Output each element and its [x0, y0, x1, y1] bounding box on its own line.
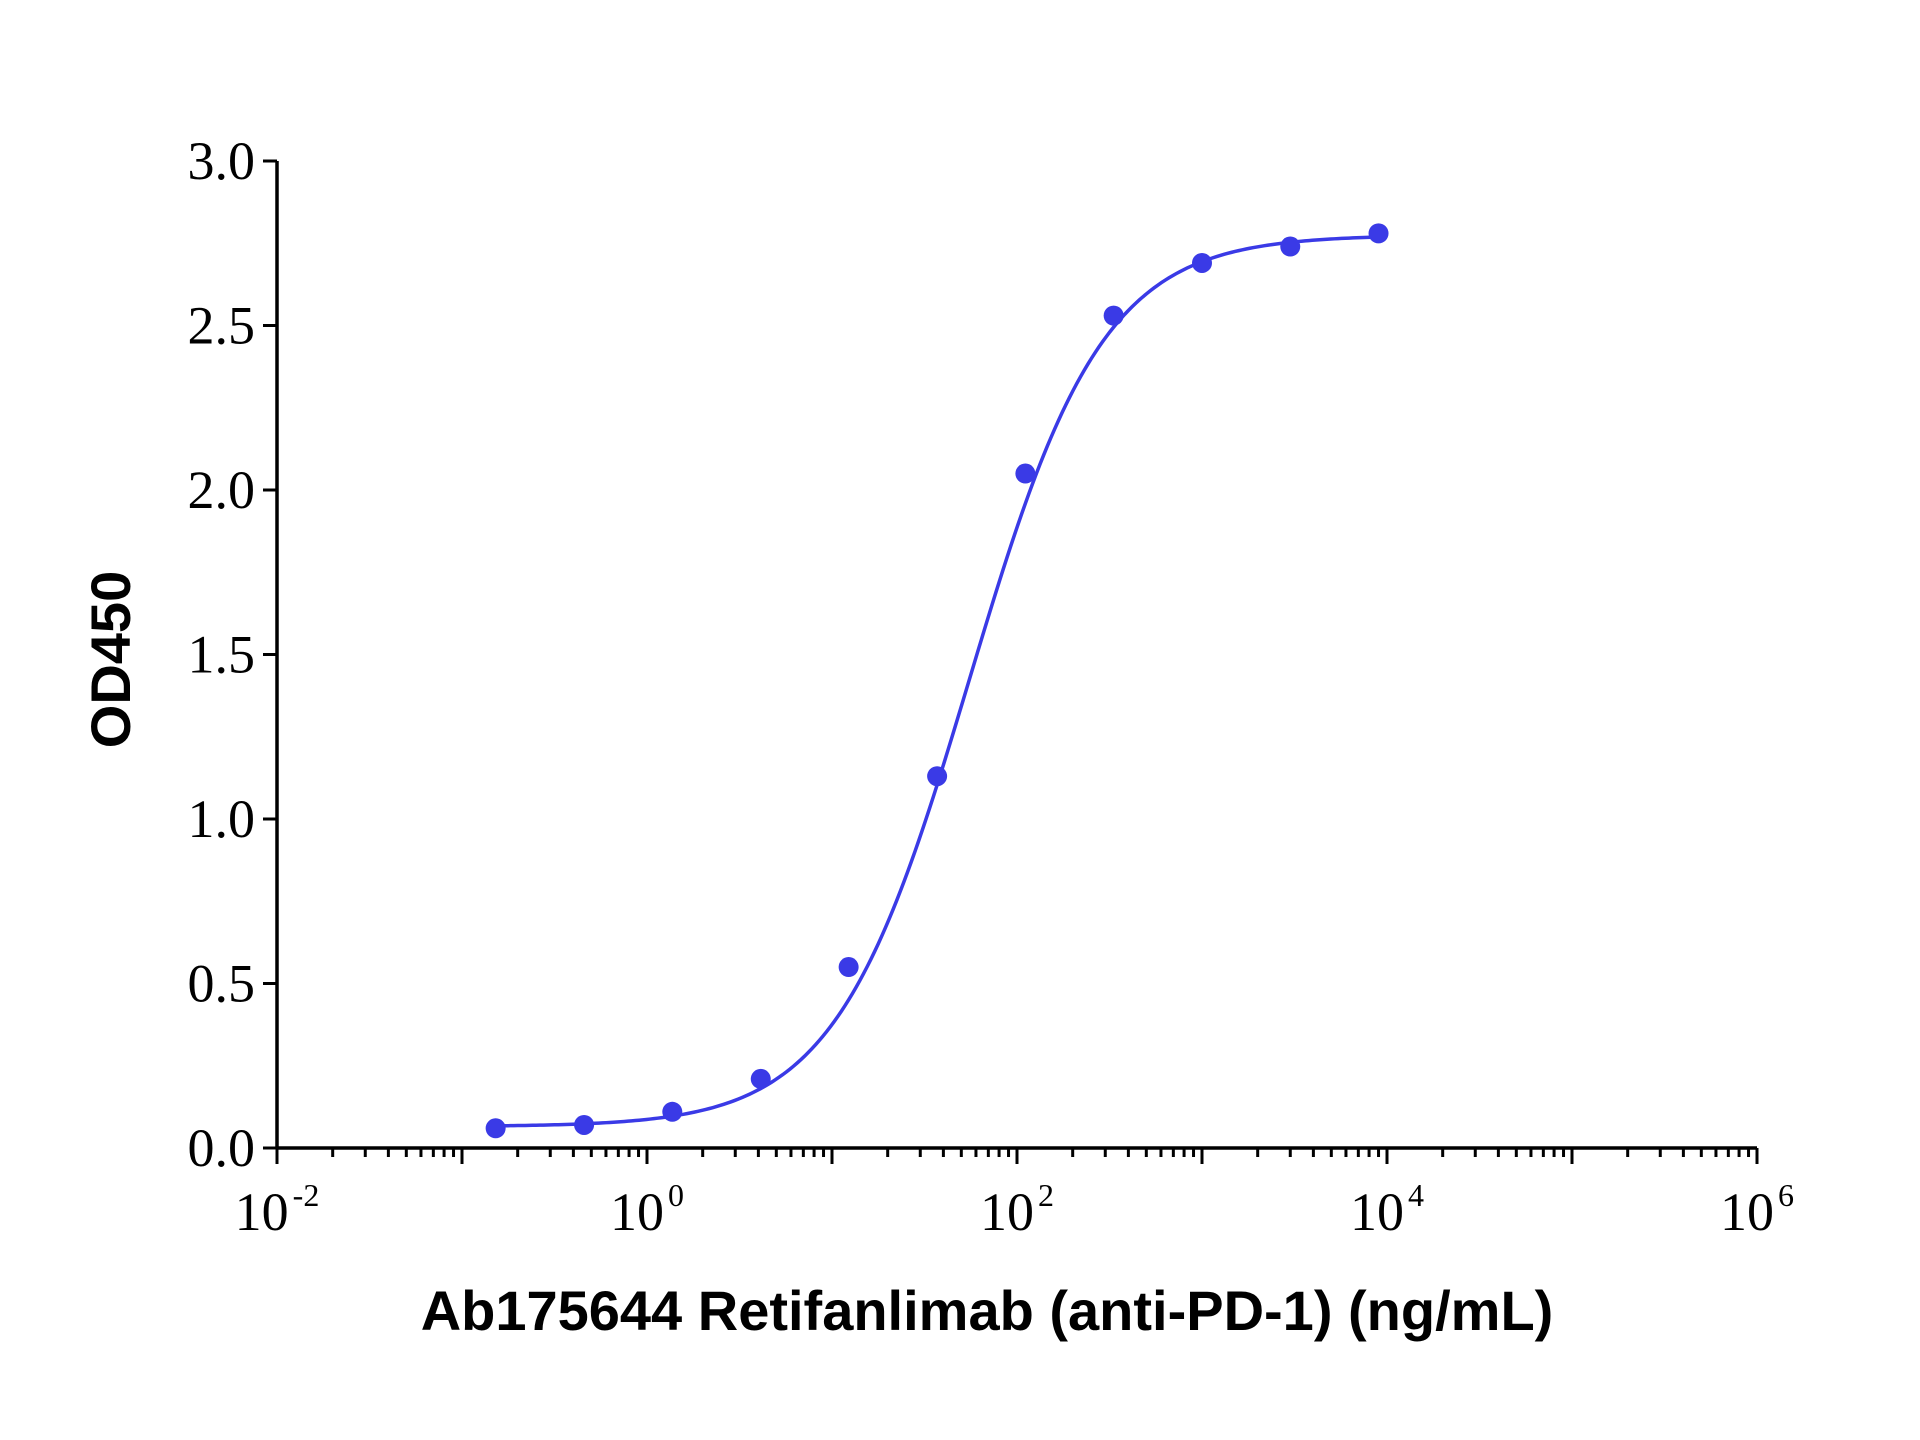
data-point	[1192, 252, 1212, 273]
x-tick-label: 10 4	[1350, 1177, 1424, 1242]
data-points	[485, 223, 1389, 1139]
data-point	[838, 957, 859, 978]
data-point	[1280, 236, 1301, 257]
y-tick-label: 2.0	[188, 460, 256, 520]
x-tick-label: 10 0	[610, 1177, 684, 1242]
x-axis-title: Ab175644 Retifanlimab (anti-PD-1) (ng/mL…	[421, 1279, 1554, 1342]
data-point	[750, 1068, 771, 1089]
x-tick-label: 10 -2	[235, 1177, 320, 1242]
y-tick-label: 3.0	[188, 131, 256, 191]
x-axis-major-ticks	[275, 1148, 1759, 1164]
fit-curve	[495, 235, 1379, 1128]
data-point	[662, 1101, 683, 1122]
y-tick-label: 2.5	[188, 296, 256, 356]
x-tick-label: 10 6	[1720, 1177, 1794, 1242]
y-axis-tick-labels: 0.0 0.5 1.0 1.5 2.0 2.5 3.0	[188, 131, 256, 1178]
y-tick-label: 0.5	[188, 954, 256, 1014]
x-axis-tick-labels: 10 -2 10 0 10 2 10 4 10 6	[235, 1177, 1794, 1242]
y-tick-label: 1.5	[188, 625, 256, 685]
x-tick-label: 10 2	[980, 1177, 1054, 1242]
data-point	[1103, 305, 1124, 326]
data-point	[927, 766, 948, 787]
data-point	[1368, 223, 1389, 244]
y-tick-label: 0.0	[188, 1118, 256, 1178]
y-tick-label: 1.0	[188, 789, 256, 849]
y-axis-ticks	[263, 159, 277, 1150]
data-point	[1015, 463, 1036, 484]
data-point	[574, 1114, 595, 1135]
data-point	[485, 1118, 506, 1139]
y-axis-title: OD450	[79, 571, 142, 748]
